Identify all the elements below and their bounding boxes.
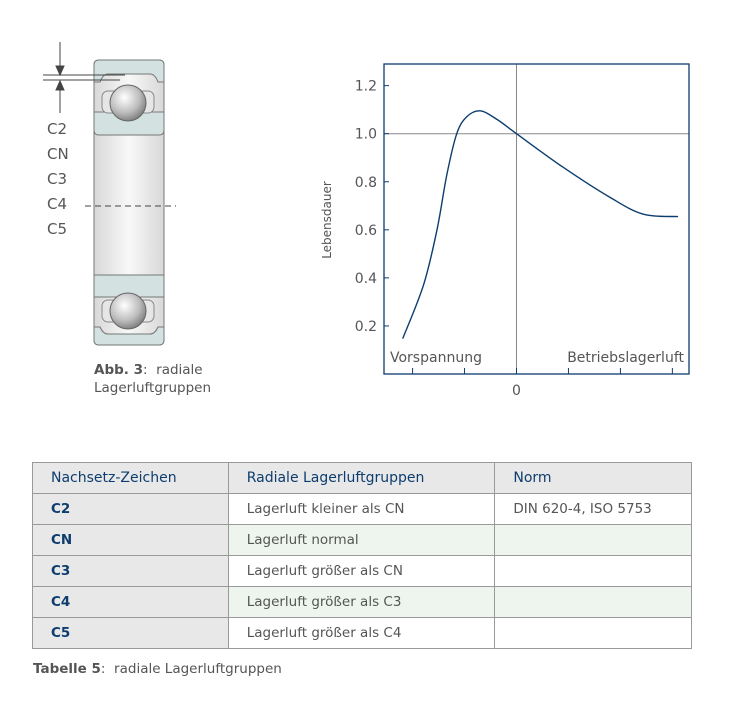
designation-cell: C2: [32, 493, 229, 525]
y-tick-label: 0.6: [355, 223, 377, 239]
table-row: C5 Lagerluft größer als C4: [32, 617, 692, 649]
table-row: C4 Lagerluft größer als C3: [32, 586, 692, 618]
y-tick-label: 0.8: [355, 175, 377, 191]
inner-ring-bottom: [93, 274, 165, 298]
designation-cell: C3: [32, 555, 229, 587]
table-header-row: Nachsetz-Zeichen Radiale Lagerluftgruppe…: [32, 462, 692, 494]
norm-cell: [494, 617, 692, 649]
clearance-label: C4: [47, 195, 68, 213]
clearance-group-cell: Lagerluft größer als C4: [227, 617, 496, 649]
ball-bottom: [109, 292, 147, 330]
ball-top: [109, 84, 147, 122]
clearance-label: C3: [47, 170, 68, 188]
region-label-clearance: Betriebslagerluft: [567, 350, 684, 366]
column-header: Norm: [494, 462, 692, 494]
plot-frame: [383, 63, 690, 375]
table-row: C2 Lagerluft kleiner als CN DIN 620-4, ISO…: [32, 493, 692, 525]
designation-cell: C4: [32, 586, 229, 618]
table-caption: Tabelle 5: radiale Lagerluftgruppen: [33, 661, 282, 677]
clearance-group-cell: Lagerluft größer als CN: [227, 555, 496, 587]
column-header: Nachsetz-Zeichen: [32, 462, 229, 494]
clearance-group-cell: Lagerluft größer als C3: [227, 586, 496, 618]
clearance-label: CN: [47, 145, 69, 163]
inner-ring-top: [93, 111, 165, 136]
life-curve-series: [402, 110, 679, 339]
table-caption-label: Tabelle 5: [33, 661, 101, 677]
bearing-cross-section: [43, 42, 176, 346]
outer-ring-bottom: [93, 326, 165, 346]
y-tick-label: 0.4: [355, 271, 377, 287]
clearance-dimension-arrows: [43, 42, 125, 113]
y-tick-label: 1.2: [355, 79, 377, 95]
clearance-label: C2: [47, 120, 68, 138]
norm-cell: [494, 524, 692, 556]
figure-caption-label: Abb. 3: [94, 362, 143, 378]
norm-cell: DIN 620-4, ISO 5753: [494, 493, 692, 525]
clearance-groups-table: Nachsetz-Zeichen Radiale Lagerluftgruppe…: [32, 462, 692, 649]
y-axis-label: Lebensdauer: [320, 181, 334, 259]
table-caption-text: radiale Lagerluftgruppen: [114, 661, 282, 677]
x-tick-label: 0: [512, 383, 521, 399]
designation-cell: C5: [32, 617, 229, 649]
clearance-label: C5: [47, 220, 68, 238]
table-row: CN Lagerluft normal: [32, 524, 692, 556]
table-row: C3 Lagerluft größer als CN: [32, 555, 692, 587]
y-tick-label: 0.2: [355, 319, 377, 335]
norm-cell: [494, 586, 692, 618]
clearance-group-cell: Lagerluft normal: [227, 524, 496, 556]
y-tick-label: 1.0: [355, 127, 377, 143]
norm-cell: [494, 555, 692, 587]
region-label-preload: Vorspannung: [390, 350, 482, 366]
column-header: Radiale Lagerluftgruppen: [227, 462, 496, 494]
figure-caption-text: radiale: [156, 362, 203, 378]
figure-caption: Abb. 3: radiale Lagerluftgruppen: [94, 362, 212, 396]
life-vs-clearance-chart: 0.2 0.4 0.6 0.8 1.0 1.2 0 Lebensdauer Vorspannun…: [320, 63, 690, 399]
clearance-group-cell: Lagerluft kleiner als CN: [227, 493, 496, 525]
figure-caption-text2: Lagerluftgruppen: [94, 380, 212, 396]
designation-cell: CN: [32, 524, 229, 556]
